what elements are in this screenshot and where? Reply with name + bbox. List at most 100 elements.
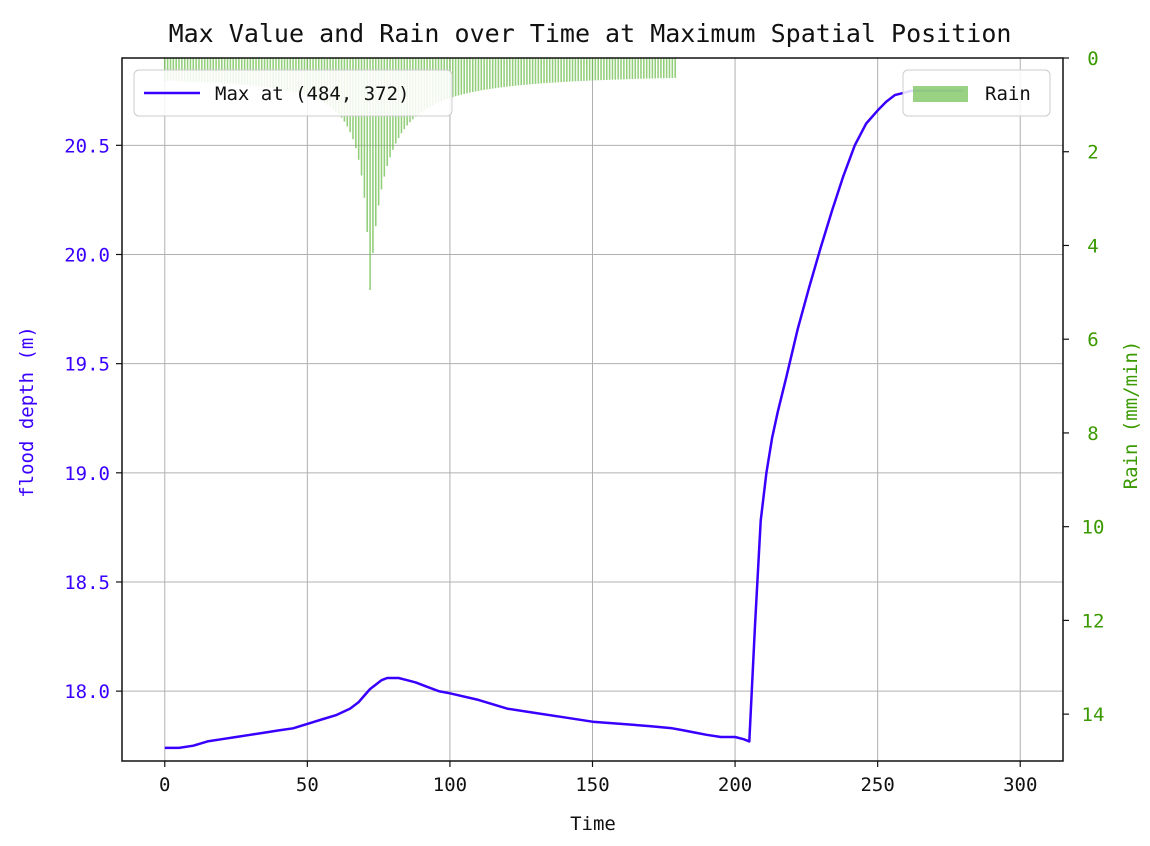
- rain-bar: [668, 58, 671, 79]
- rain-bar: [617, 58, 619, 80]
- legend-line: Max at (484, 372): [133, 69, 453, 117]
- legend-rain-label: Rain: [985, 83, 1031, 105]
- x-tick-label: 50: [296, 774, 319, 796]
- legend-rain-box: [902, 69, 1051, 117]
- y2-tick-label: 8: [1087, 423, 1098, 445]
- rain-bar: [671, 58, 674, 78]
- y-tick-label: 18.0: [64, 681, 110, 703]
- rain-bar: [554, 58, 557, 83]
- rain-bar: [625, 58, 628, 80]
- rain-bar: [657, 58, 659, 79]
- y2-tick-label: 10: [1082, 517, 1105, 539]
- rain-bar: [591, 58, 594, 81]
- rain-bar: [457, 58, 460, 96]
- y-tick-label: 20.5: [64, 135, 110, 157]
- rain-bar: [483, 58, 485, 90]
- x-axis-label: Time: [570, 813, 616, 835]
- rain-bar: [471, 58, 474, 93]
- rain-bar: [509, 58, 511, 87]
- x-axis-ticks: 0 50 100 150 200 250 300: [159, 761, 1037, 796]
- rain-bar: [163, 58, 166, 81]
- rain-bar: [523, 58, 525, 85]
- rain-bar: [648, 58, 651, 79]
- rain-bar: [557, 58, 560, 83]
- y2-tick-label: 4: [1087, 235, 1098, 257]
- rain-bar: [608, 58, 611, 80]
- rain-bar: [517, 58, 520, 86]
- legend-rain: Rain: [902, 69, 1051, 117]
- rain-bar: [563, 58, 565, 82]
- rain-bar: [526, 58, 528, 85]
- rain-bar: [546, 58, 548, 84]
- rain-bar: [543, 58, 545, 84]
- rain-bar: [634, 58, 637, 79]
- rain-bar: [372, 58, 374, 254]
- rain-bar: [628, 58, 631, 80]
- legend-line-box: [133, 69, 453, 117]
- rain-bar: [451, 58, 454, 98]
- x-tick-label: 100: [433, 774, 467, 796]
- rain-bar: [366, 58, 369, 232]
- rain-bar: [566, 58, 568, 82]
- rain-bar: [454, 58, 457, 97]
- y2-axis-label: Rain (mm/min): [1120, 341, 1142, 490]
- rain-bar: [623, 58, 625, 80]
- rain-bar: [600, 58, 602, 81]
- rain-bar: [531, 58, 534, 85]
- x-tick-label: 150: [575, 774, 609, 796]
- y-axis-label: flood depth (m): [16, 326, 38, 498]
- y2-tick-label: 2: [1087, 142, 1098, 164]
- rain-bar: [605, 58, 608, 80]
- rain-bar: [663, 58, 665, 79]
- rain-bar: [460, 58, 463, 95]
- rain-bar: [586, 58, 588, 81]
- rain-bar: [580, 58, 582, 82]
- rain-bar: [528, 58, 531, 85]
- rain-bar: [506, 58, 508, 87]
- rain-bar: [583, 58, 585, 81]
- legend-rain-swatch: [913, 86, 968, 102]
- rain-bar: [166, 58, 169, 81]
- x-tick-label: 0: [159, 774, 170, 796]
- rain-bar: [577, 58, 580, 82]
- rain-bar: [551, 58, 554, 83]
- rain-bar: [503, 58, 505, 88]
- x-tick-label: 200: [718, 774, 752, 796]
- rain-bar: [560, 58, 562, 83]
- rain-bar: [588, 58, 591, 81]
- rain-bar: [514, 58, 517, 86]
- rain-bar: [614, 58, 617, 80]
- y-tick-label: 20.0: [64, 244, 110, 266]
- rain-bar: [466, 58, 468, 94]
- grid: [122, 58, 1063, 761]
- rain-bar: [463, 58, 465, 94]
- rain-bar: [665, 58, 668, 79]
- legend-line-label: Max at (484, 372): [215, 83, 409, 105]
- rain-bar: [620, 58, 622, 80]
- rain-bar: [380, 58, 383, 190]
- rain-bar: [474, 58, 477, 92]
- flood-depth-path: [164, 89, 964, 750]
- rain-bar: [597, 58, 599, 81]
- rain-bar: [486, 58, 488, 90]
- rain-bar: [363, 58, 366, 198]
- rain-bar: [489, 58, 491, 89]
- rain-bar: [651, 58, 654, 79]
- y-axis-ticks: 18.0 18.5 19.0 19.5 20.0 20.5: [64, 135, 122, 703]
- y-tick-label: 19.0: [64, 463, 110, 485]
- rain-bar: [383, 58, 386, 177]
- rain-bar: [537, 58, 540, 84]
- y2-tick-label: 12: [1082, 610, 1105, 632]
- rain-bar: [377, 58, 380, 206]
- rain-bar: [477, 58, 480, 91]
- rain-bar: [480, 58, 483, 91]
- rain-bar: [500, 58, 503, 88]
- rain-bar: [631, 58, 634, 80]
- y-tick-label: 18.5: [64, 572, 110, 594]
- rain-bar: [511, 58, 514, 87]
- rain-bar: [594, 58, 597, 81]
- rain-bar: [497, 58, 500, 88]
- rain-bar: [568, 58, 571, 82]
- rain-bar: [491, 58, 494, 89]
